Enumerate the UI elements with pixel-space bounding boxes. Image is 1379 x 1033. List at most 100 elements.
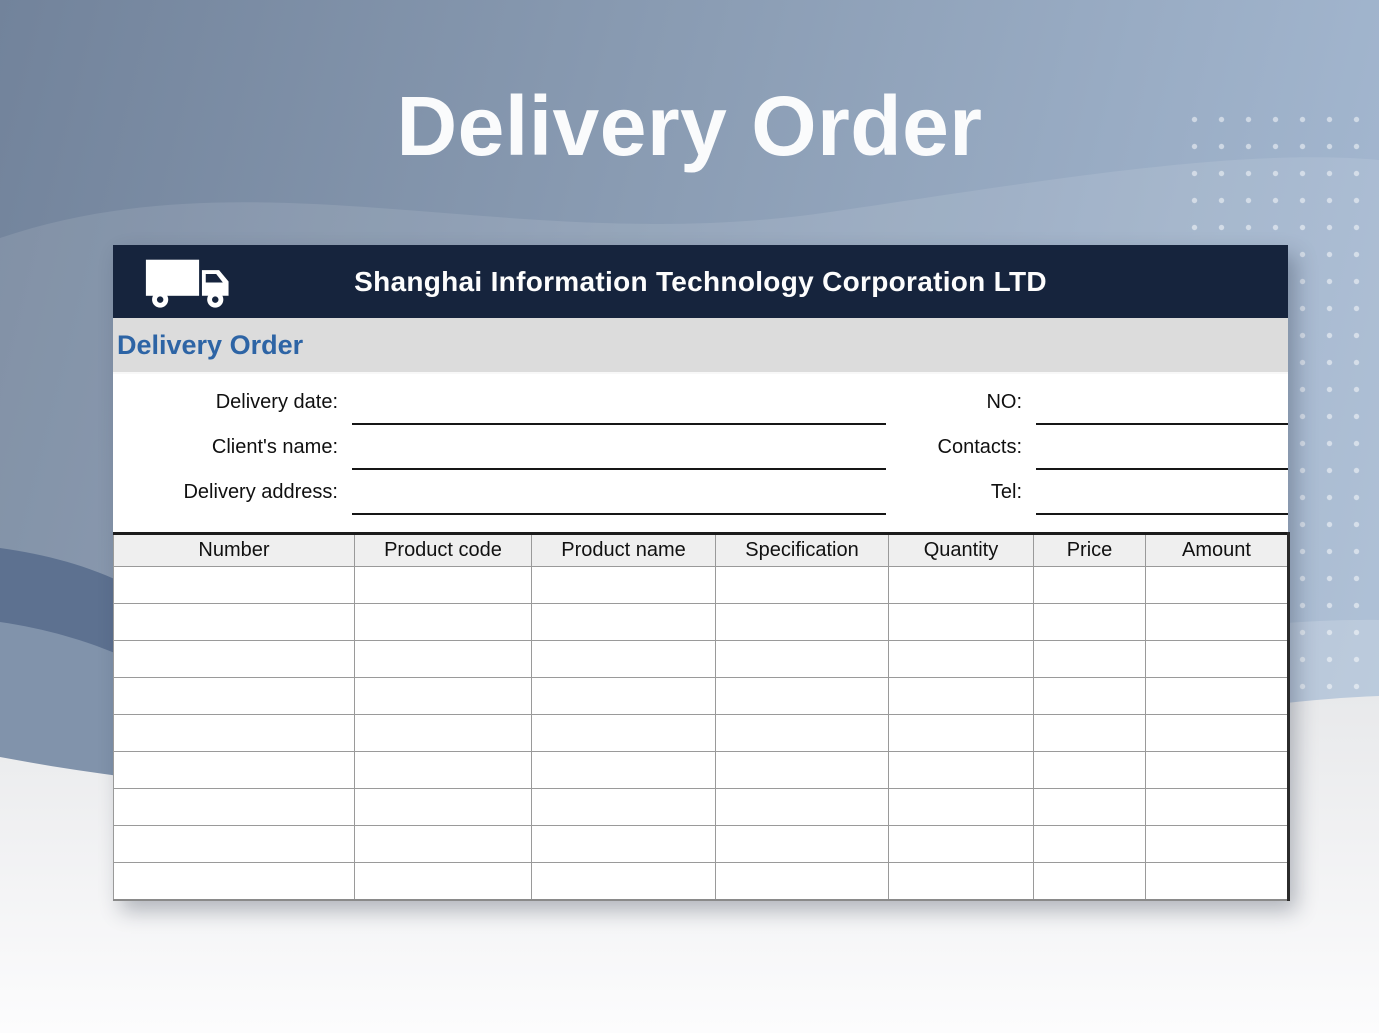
- table-cell[interactable]: [715, 862, 889, 901]
- table-cell[interactable]: [1033, 603, 1146, 641]
- table-cell[interactable]: [531, 751, 716, 789]
- no-label: NO:: [986, 391, 1022, 413]
- table-cell[interactable]: [531, 603, 716, 641]
- table-cell[interactable]: [113, 714, 355, 752]
- table-cell[interactable]: [1033, 566, 1146, 604]
- table-cell[interactable]: [715, 603, 889, 641]
- col-header-quantity: Quantity: [888, 533, 1034, 567]
- table-cell[interactable]: [1033, 788, 1146, 826]
- table-cell[interactable]: [888, 677, 1034, 715]
- table-cell[interactable]: [354, 751, 532, 789]
- table-cell[interactable]: [715, 677, 889, 715]
- table-cell[interactable]: [354, 862, 532, 901]
- table-cell[interactable]: [888, 825, 1034, 863]
- table-cell[interactable]: [113, 825, 355, 863]
- table-cell[interactable]: [1145, 566, 1289, 604]
- delivery-address-label: Delivery address:: [183, 481, 338, 503]
- table-cell[interactable]: [531, 825, 716, 863]
- items-table: Number Product code Product name Specifi…: [113, 532, 1290, 901]
- tel-field[interactable]: [1036, 470, 1288, 515]
- table-row: [113, 566, 1289, 604]
- table-cell[interactable]: [715, 788, 889, 826]
- delivery-order-document: Shanghai Information Technology Corporat…: [113, 245, 1290, 901]
- document-subtitle: Delivery Order: [117, 329, 304, 360]
- table-cell[interactable]: [531, 640, 716, 678]
- table-cell[interactable]: [113, 788, 355, 826]
- table-cell[interactable]: [354, 677, 532, 715]
- order-info-form: Delivery date: NO: Client's name: Contac…: [113, 374, 1288, 532]
- table-cell[interactable]: [888, 862, 1034, 901]
- table-cell[interactable]: [1033, 714, 1146, 752]
- table-cell[interactable]: [531, 714, 716, 752]
- table-row: [113, 714, 1289, 752]
- table-cell[interactable]: [715, 714, 889, 752]
- table-cell[interactable]: [1033, 825, 1146, 863]
- table-row: [113, 788, 1289, 826]
- table-row: [113, 677, 1289, 715]
- table-cell[interactable]: [1145, 751, 1289, 789]
- col-header-specification: Specification: [715, 533, 889, 567]
- delivery-address-field[interactable]: [352, 470, 886, 515]
- table-cell[interactable]: [531, 677, 716, 715]
- col-header-amount: Amount: [1145, 533, 1289, 567]
- document-subtitle-band: Delivery Order: [113, 318, 1288, 374]
- table-cell[interactable]: [113, 603, 355, 641]
- table-cell[interactable]: [1033, 640, 1146, 678]
- client-name-field[interactable]: [352, 425, 886, 470]
- table-cell[interactable]: [715, 751, 889, 789]
- table-cell[interactable]: [715, 825, 889, 863]
- table-cell[interactable]: [113, 677, 355, 715]
- table-cell[interactable]: [888, 751, 1034, 789]
- table-cell[interactable]: [888, 640, 1034, 678]
- table-cell[interactable]: [354, 566, 532, 604]
- table-cell[interactable]: [1145, 788, 1289, 826]
- contacts-field[interactable]: [1036, 425, 1288, 470]
- table-cell[interactable]: [354, 603, 532, 641]
- table-cell[interactable]: [354, 714, 532, 752]
- col-header-price: Price: [1033, 533, 1146, 567]
- table-cell[interactable]: [113, 640, 355, 678]
- table-cell[interactable]: [1033, 677, 1146, 715]
- table-cell[interactable]: [1145, 825, 1289, 863]
- table-row: [113, 640, 1289, 678]
- table-cell[interactable]: [1145, 714, 1289, 752]
- table-row: [113, 603, 1289, 641]
- table-cell[interactable]: [1145, 640, 1289, 678]
- truck-icon: [145, 259, 229, 308]
- table-cell[interactable]: [531, 566, 716, 604]
- table-row: [113, 862, 1289, 901]
- table-cell[interactable]: [1145, 677, 1289, 715]
- table-cell[interactable]: [531, 788, 716, 826]
- delivery-date-field[interactable]: [352, 380, 886, 425]
- table-cell[interactable]: [715, 566, 889, 604]
- table-cell[interactable]: [531, 862, 716, 901]
- table-cell[interactable]: [888, 566, 1034, 604]
- table-cell[interactable]: [354, 788, 532, 826]
- table-cell[interactable]: [354, 825, 532, 863]
- table-row: [113, 751, 1289, 789]
- table-cell[interactable]: [1033, 751, 1146, 789]
- contacts-label: Contacts:: [937, 436, 1022, 458]
- table-cell[interactable]: [113, 566, 355, 604]
- delivery-date-label: Delivery date:: [215, 391, 338, 413]
- table-cell[interactable]: [1145, 603, 1289, 641]
- col-header-number: Number: [113, 533, 355, 567]
- table-cell[interactable]: [888, 603, 1034, 641]
- table-cell[interactable]: [715, 640, 889, 678]
- table-cell[interactable]: [113, 862, 355, 901]
- col-header-product-name: Product name: [531, 533, 716, 567]
- company-name: Shanghai Information Technology Corporat…: [354, 265, 1047, 297]
- form-row: Delivery address: Tel:: [113, 470, 1288, 515]
- no-field[interactable]: [1036, 380, 1288, 425]
- form-row: Delivery date: NO:: [113, 380, 1288, 425]
- table-cell[interactable]: [888, 788, 1034, 826]
- table-cell[interactable]: [354, 640, 532, 678]
- col-header-product-code: Product code: [354, 533, 532, 567]
- tel-label: Tel:: [990, 481, 1022, 503]
- page-title: Delivery Order: [396, 79, 983, 173]
- table-cell[interactable]: [113, 751, 355, 789]
- table-cell[interactable]: [1033, 862, 1146, 901]
- table-cell[interactable]: [888, 714, 1034, 752]
- document-header: Shanghai Information Technology Corporat…: [113, 245, 1288, 318]
- table-cell[interactable]: [1145, 862, 1289, 901]
